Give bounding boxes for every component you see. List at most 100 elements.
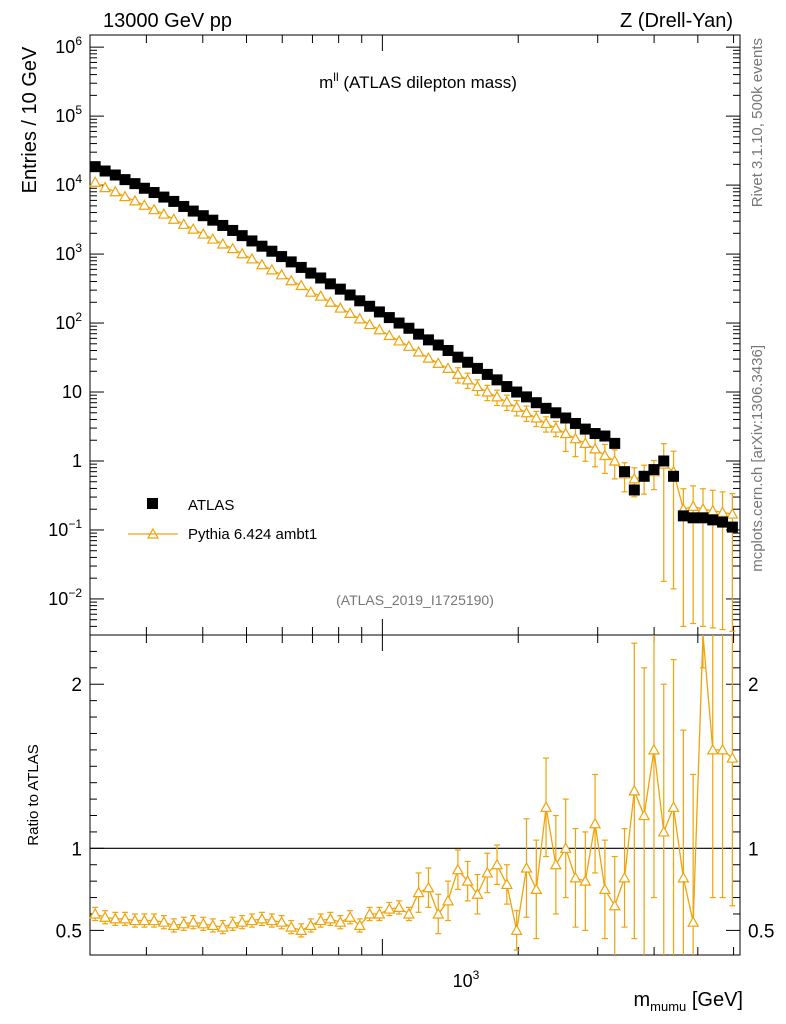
mc-data-point xyxy=(628,472,641,484)
y-tick-label: 103 xyxy=(55,241,82,264)
ratio-data-point xyxy=(177,917,190,929)
mc-data-point xyxy=(569,432,582,444)
ratio-data-point xyxy=(677,871,690,883)
mc-data-point xyxy=(402,340,415,351)
ratio-data-point xyxy=(197,917,210,929)
y-tick-label: 104 xyxy=(55,172,82,195)
atlas-data-point xyxy=(89,161,101,173)
ratio-data-point xyxy=(471,888,484,899)
atlas-data-point xyxy=(442,344,454,356)
main-y-axis-label: Entries / 10 GeV xyxy=(19,46,41,193)
ratio-data-point xyxy=(216,920,229,932)
mc-data-point xyxy=(481,385,494,397)
mc-data-point xyxy=(109,185,122,197)
atlas-data-point xyxy=(726,521,738,533)
atlas-data-point xyxy=(129,178,141,190)
ratio-y-tick-label-right: 2 xyxy=(748,675,759,696)
atlas-data-point xyxy=(99,165,111,177)
ratio-data-point xyxy=(206,919,219,931)
ratio-y-tick-label: 2 xyxy=(71,675,82,696)
ratio-data-point xyxy=(148,914,161,926)
atlas-data-point xyxy=(648,464,660,476)
atlas-data-point xyxy=(717,516,729,528)
mc-data-point xyxy=(451,368,464,380)
x-axis-label: mmumu [GeV] xyxy=(634,989,744,1014)
ratio-data-point xyxy=(618,871,631,883)
ratio-data-point xyxy=(520,861,533,873)
mc-data-point xyxy=(549,421,562,433)
mc-data-point xyxy=(304,285,317,297)
mc-data-point xyxy=(530,411,543,423)
atlas-data-point xyxy=(501,381,513,393)
atlas-data-point xyxy=(158,191,170,203)
atlas-data-point xyxy=(658,455,670,467)
ratio-data-point xyxy=(608,899,621,911)
atlas-data-point xyxy=(560,412,572,424)
analysis-watermark: (ATLAS_2019_I1725190) xyxy=(336,592,494,608)
mcplots-reference-text: mcplots.cern.ch [arXiv:1306.3436] xyxy=(749,345,766,572)
ratio-data-point xyxy=(324,912,337,924)
mc-data-point xyxy=(559,427,572,439)
atlas-data-point xyxy=(697,512,709,524)
y-tick-label: 10 xyxy=(62,382,82,402)
mc-data-point xyxy=(422,351,435,363)
ratio-data-point xyxy=(540,801,553,812)
ratio-data-point xyxy=(589,817,602,829)
mc-data-point xyxy=(255,258,268,270)
atlas-data-point xyxy=(638,470,650,482)
mc-data-point xyxy=(275,268,288,280)
atlas-data-point xyxy=(187,205,199,217)
ratio-data-point xyxy=(549,858,562,870)
atlas-data-point xyxy=(285,256,297,268)
ratio-data-point xyxy=(491,858,504,870)
mc-data-point xyxy=(118,190,132,202)
atlas-data-point xyxy=(579,423,591,435)
mc-data-point xyxy=(608,454,621,466)
ratio-series-line xyxy=(94,634,733,932)
mc-data-point xyxy=(579,437,592,448)
ratio-data-point xyxy=(647,743,660,755)
y-tick-label: 10−1 xyxy=(48,517,82,540)
mc-data-point xyxy=(726,507,739,519)
ratio-data-point xyxy=(128,914,141,926)
atlas-data-point xyxy=(354,295,366,307)
atlas-data-point xyxy=(295,261,307,273)
atlas-data-point xyxy=(217,219,229,231)
header-left: 13000 GeV pp xyxy=(103,10,232,32)
atlas-data-point xyxy=(393,317,405,329)
ratio-data-point xyxy=(157,915,170,927)
legend: ATLAS Pythia 6.424 ambt1 xyxy=(128,497,317,543)
atlas-data-point xyxy=(462,356,474,368)
mc-data-point xyxy=(167,212,180,224)
atlas-data-point xyxy=(246,235,258,247)
mc-data-point xyxy=(412,345,425,357)
ratio-data-point xyxy=(393,901,406,913)
ratio-y-tick-label: 1 xyxy=(71,839,82,860)
mc-data-point xyxy=(442,362,455,373)
mc-data-point xyxy=(226,242,239,254)
ratio-data-point xyxy=(275,915,288,927)
ratio-data-point xyxy=(89,907,102,919)
atlas-data-point xyxy=(511,386,523,398)
mc-data-point xyxy=(373,323,386,335)
mc-data-point xyxy=(216,237,229,249)
mc-data-point xyxy=(491,390,504,402)
atlas-data-point xyxy=(403,322,415,334)
mc-data-point xyxy=(471,380,484,392)
legend-label-pythia: Pythia 6.424 ambt1 xyxy=(188,526,317,543)
y-tick-label: 105 xyxy=(55,103,82,126)
ratio-data-point xyxy=(334,915,347,927)
atlas-data-point xyxy=(619,466,631,478)
ratio-data-point xyxy=(344,911,357,922)
atlas-data-point xyxy=(481,368,493,380)
atlas-data-point xyxy=(364,300,376,312)
atlas-data-point xyxy=(227,224,239,236)
ratio-data-point xyxy=(481,866,494,878)
mc-data-point xyxy=(206,232,219,244)
ratio-data-point xyxy=(226,917,239,929)
ratio-data-point xyxy=(236,915,249,927)
atlas-data-point xyxy=(422,334,434,346)
mc-data-point xyxy=(383,329,396,341)
mc-data-point xyxy=(393,334,406,346)
mc-data-point xyxy=(138,199,151,210)
